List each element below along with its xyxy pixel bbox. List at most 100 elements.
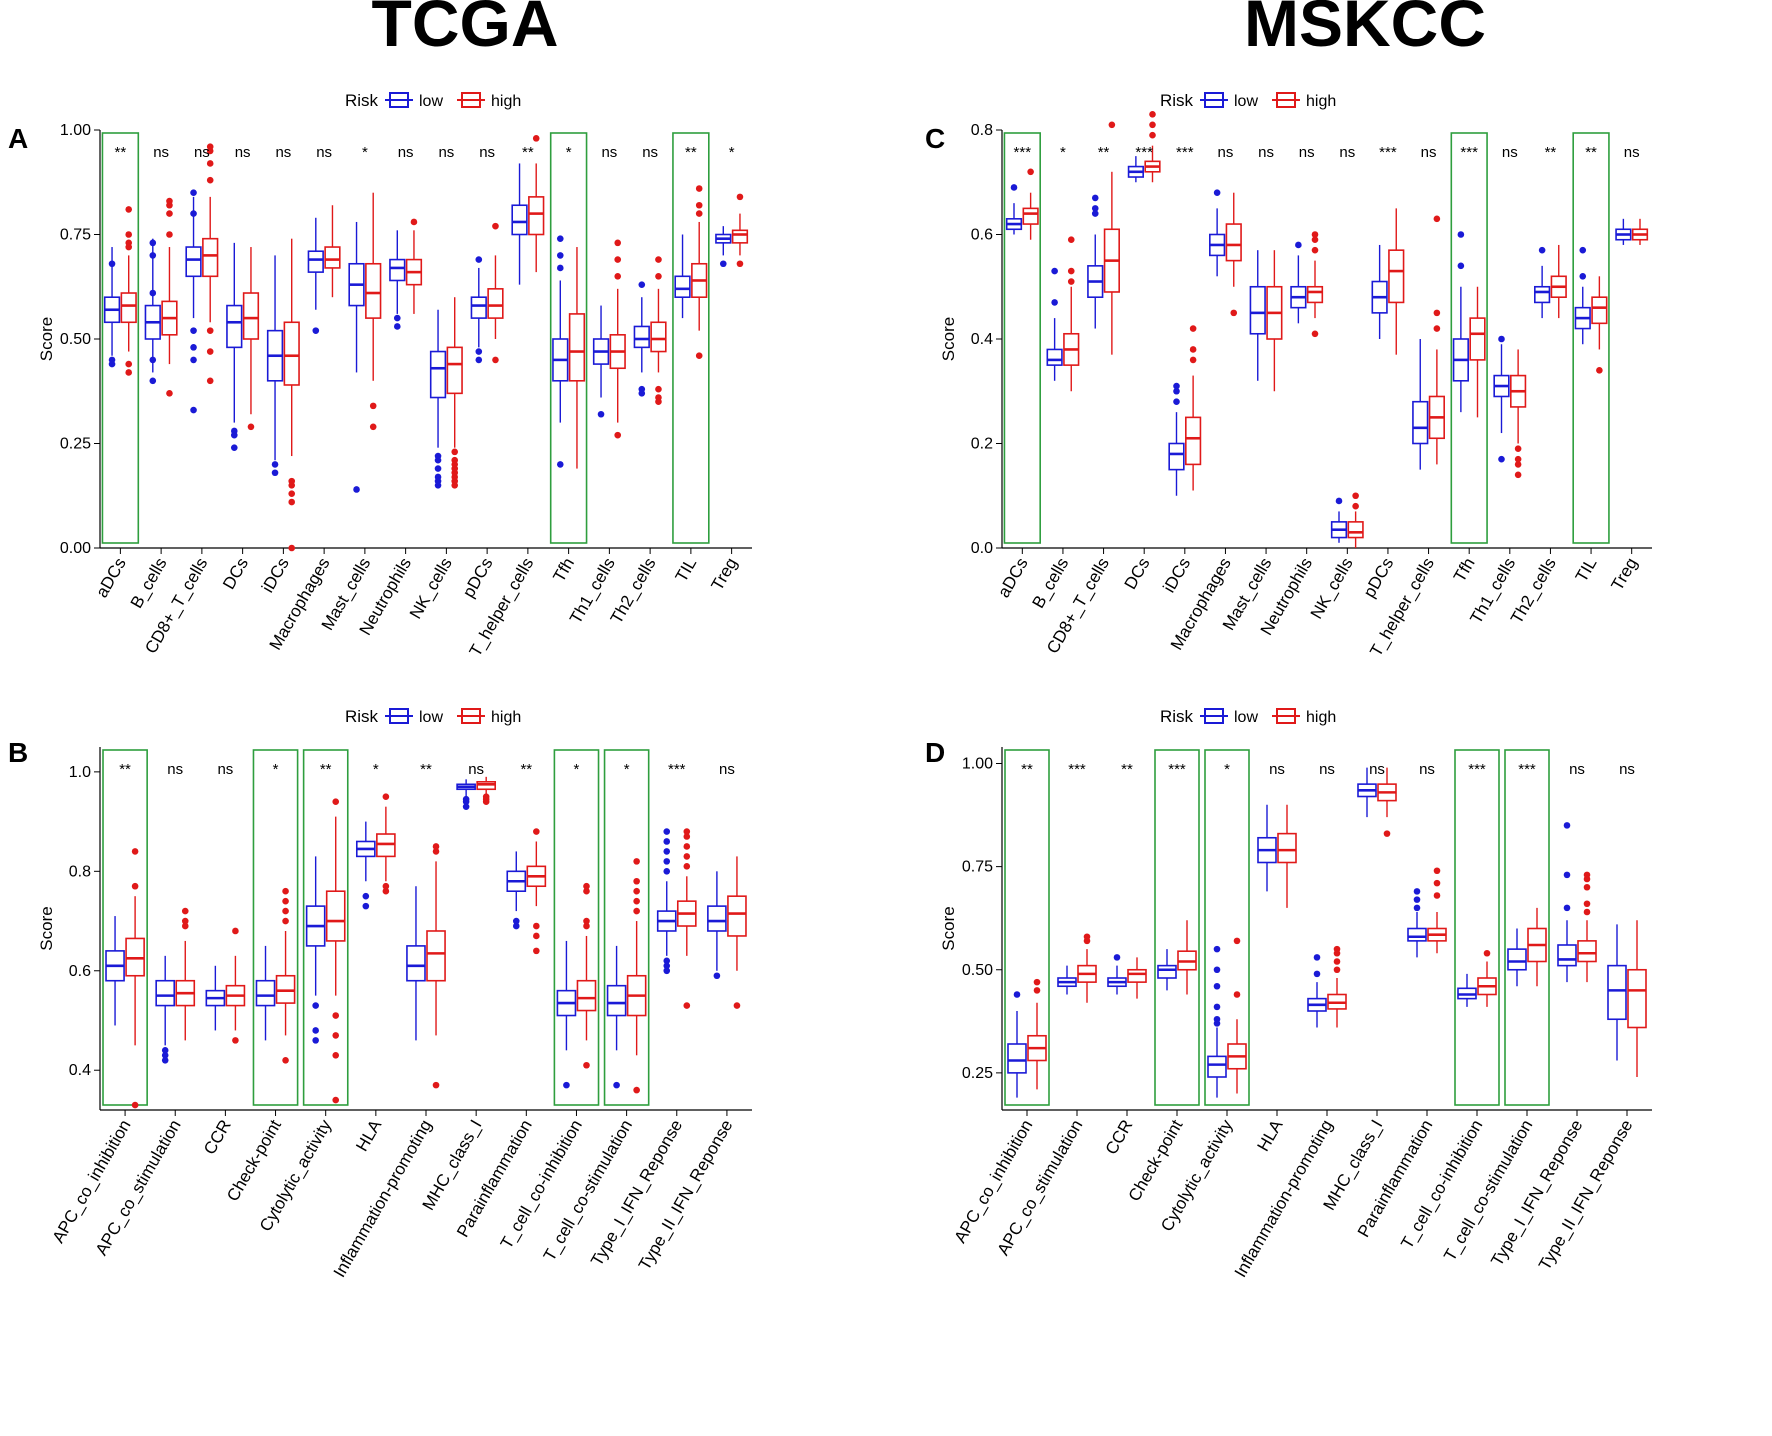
significance-label: ns bbox=[1339, 144, 1355, 161]
box-high bbox=[1527, 907, 1547, 987]
highlight-box bbox=[1004, 749, 1050, 1106]
box-iqr bbox=[389, 258, 406, 282]
box-low bbox=[1371, 244, 1388, 339]
box-iqr bbox=[1627, 968, 1647, 1029]
significance-label: * bbox=[1060, 144, 1066, 161]
box-high bbox=[324, 205, 341, 298]
box-iqr bbox=[324, 246, 341, 269]
box-iqr bbox=[1249, 285, 1266, 335]
box-iqr bbox=[255, 979, 276, 1007]
significance-label: ** bbox=[522, 144, 534, 161]
box-high bbox=[1377, 767, 1397, 837]
outlier-point bbox=[1189, 325, 1197, 332]
outlier-point bbox=[230, 427, 238, 435]
outlier-point bbox=[683, 828, 691, 835]
outlier-point bbox=[533, 828, 540, 835]
x-category-label: CCR bbox=[1102, 1117, 1137, 1158]
significance-label: ns bbox=[153, 144, 169, 161]
box-iqr bbox=[283, 321, 300, 386]
box-high bbox=[626, 858, 647, 1094]
outlier-point bbox=[1213, 1015, 1221, 1023]
significance-label: ns bbox=[1421, 144, 1437, 161]
outlier-point bbox=[1413, 904, 1421, 912]
x-category-label: Tfh bbox=[1450, 555, 1479, 586]
panel-letter: D bbox=[925, 737, 945, 768]
box-low bbox=[389, 230, 406, 330]
outlier-point bbox=[206, 348, 214, 355]
box-low bbox=[406, 886, 426, 1041]
box-high bbox=[1347, 492, 1364, 548]
box-iqr bbox=[1277, 832, 1297, 864]
outlier-point bbox=[492, 356, 499, 364]
box-high bbox=[1277, 804, 1297, 908]
outlier-point bbox=[125, 231, 133, 238]
box-high bbox=[1388, 208, 1405, 355]
outlier-point bbox=[633, 858, 640, 865]
box-iqr bbox=[1388, 249, 1405, 304]
significance-label: ns bbox=[1218, 144, 1234, 161]
highlight-box bbox=[1154, 749, 1200, 1106]
box-low bbox=[506, 851, 527, 930]
x-category-label: aDCs bbox=[994, 555, 1032, 601]
box-high bbox=[1144, 111, 1161, 183]
legend-label-high: high bbox=[491, 93, 521, 110]
outlier-point bbox=[190, 356, 197, 364]
box-high bbox=[1185, 325, 1202, 491]
significance-label: ** bbox=[1121, 761, 1133, 778]
legend: Risk low high bbox=[345, 707, 521, 726]
outlier-point bbox=[1596, 367, 1603, 374]
outlier-point bbox=[1583, 871, 1591, 879]
outlier-point bbox=[434, 452, 442, 460]
box-high bbox=[691, 185, 708, 360]
outlier-point bbox=[695, 352, 703, 360]
significance-label: *** bbox=[1379, 144, 1397, 161]
legend-label-high: high bbox=[1306, 93, 1336, 110]
box-low bbox=[1615, 218, 1632, 245]
outlier-point bbox=[1213, 189, 1221, 196]
outlier-point bbox=[533, 947, 540, 955]
outlier-point bbox=[1149, 111, 1156, 118]
x-category-label: HLA bbox=[352, 1116, 385, 1155]
box-low bbox=[1607, 924, 1627, 1061]
box-high bbox=[120, 206, 137, 376]
box-low bbox=[1507, 928, 1527, 987]
box-iqr bbox=[1046, 348, 1063, 366]
box-low bbox=[1557, 822, 1577, 983]
box-high bbox=[1428, 215, 1445, 465]
significance-label: ns bbox=[642, 144, 658, 161]
significance-label: *** bbox=[1068, 761, 1086, 778]
y-axis-title: Score bbox=[37, 906, 56, 950]
box-low bbox=[429, 309, 447, 489]
outlier-point bbox=[1433, 215, 1441, 223]
outlier-point bbox=[1333, 966, 1341, 974]
outlier-point bbox=[683, 853, 691, 860]
significance-label: ns bbox=[1369, 761, 1385, 778]
significance-label: * bbox=[624, 761, 630, 778]
y-axis-title: Score bbox=[939, 906, 958, 950]
outlier-point bbox=[332, 1052, 340, 1059]
outlier-point bbox=[166, 210, 173, 217]
box-iqr bbox=[1127, 968, 1147, 983]
outlier-point bbox=[1583, 908, 1591, 916]
outlier-point bbox=[655, 256, 662, 263]
outlier-point bbox=[206, 143, 214, 151]
significance-label: *** bbox=[1176, 144, 1194, 161]
box-low bbox=[1127, 156, 1144, 183]
box-high bbox=[1327, 945, 1347, 1028]
box-low bbox=[226, 242, 243, 451]
outlier-point bbox=[362, 902, 370, 910]
outlier-point bbox=[1413, 888, 1421, 895]
box-high bbox=[426, 843, 446, 1089]
outlier-point bbox=[1013, 991, 1021, 998]
significance-label: *** bbox=[1468, 761, 1486, 778]
outlier-point bbox=[719, 260, 727, 268]
outlier-point bbox=[353, 486, 360, 493]
box-iqr bbox=[1407, 927, 1427, 942]
significance-label: ns bbox=[1624, 144, 1640, 161]
outlier-point bbox=[597, 410, 605, 418]
box-low bbox=[185, 189, 202, 414]
box-low bbox=[255, 945, 276, 1041]
box-high bbox=[476, 776, 497, 805]
outlier-point bbox=[1333, 945, 1341, 953]
box-low bbox=[1005, 184, 1023, 235]
